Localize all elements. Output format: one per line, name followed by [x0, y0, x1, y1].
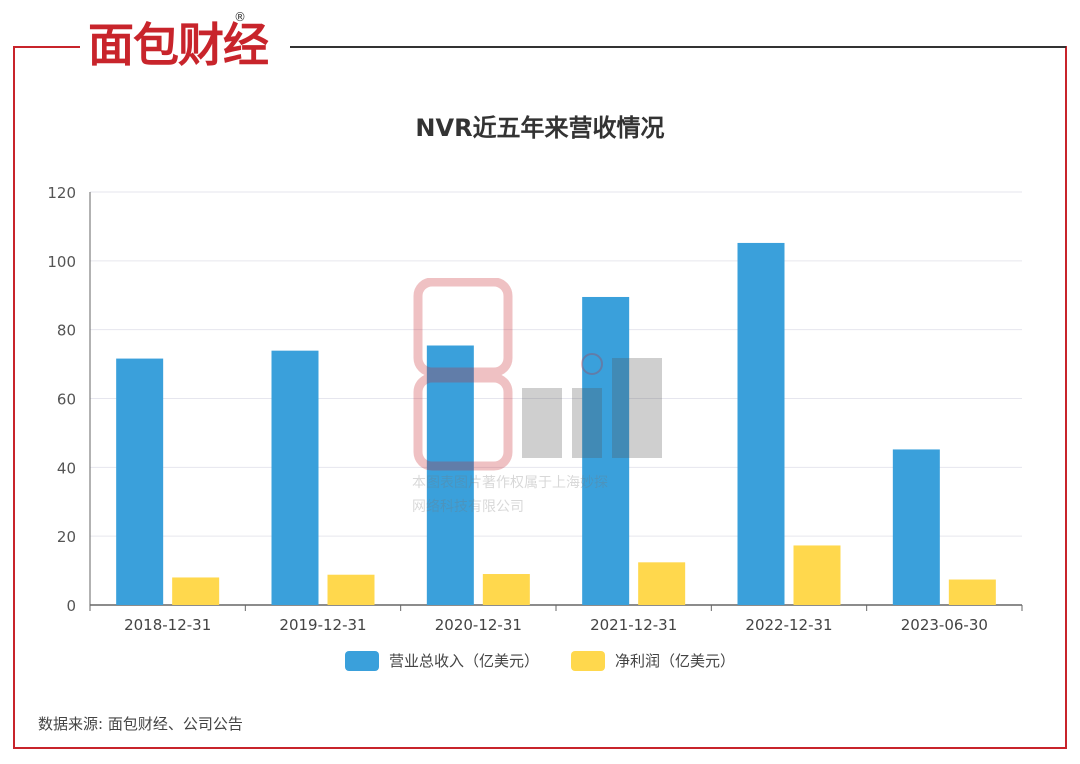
bar-profit	[327, 574, 375, 605]
y-tick-label: 60	[57, 391, 76, 409]
y-tick-label: 120	[47, 184, 76, 202]
x-tick-label: 2021-12-31	[590, 616, 677, 634]
legend-item-revenue[interactable]: 营业总收入（亿美元）	[344, 650, 539, 671]
brand-logo: 面包财经 ®	[80, 10, 276, 78]
bar-profit	[948, 579, 996, 605]
chart-title: NVR近五年来营收情况	[415, 114, 665, 142]
bar-revenue	[582, 296, 630, 605]
x-tick-label: 2023-06-30	[901, 616, 988, 634]
y-tick-label: 20	[57, 528, 76, 546]
x-tick-label: 2020-12-31	[435, 616, 522, 634]
bar-revenue	[737, 242, 785, 606]
bar-profit	[482, 574, 530, 605]
x-tick-label: 2022-12-31	[745, 616, 832, 634]
bar-profit	[172, 577, 220, 605]
bar-revenue	[892, 449, 940, 605]
bar-revenue	[116, 358, 164, 605]
legend-item-profit[interactable]: 净利润（亿美元）	[571, 650, 735, 671]
y-tick-label: 80	[57, 322, 76, 340]
bar-profit	[638, 562, 686, 605]
legend-label-revenue: 营业总收入（亿美元）	[388, 652, 539, 670]
source-note: 数据来源: 面包财经、公司公告	[38, 715, 243, 733]
bar-revenue	[426, 345, 474, 605]
legend-swatch-profit	[571, 650, 605, 671]
bar-revenue	[271, 350, 319, 605]
registered-mark: ®	[234, 10, 246, 24]
x-tick-label: 2019-12-31	[279, 616, 366, 634]
x-tick-label: 2018-12-31	[124, 616, 211, 634]
y-tick-label: 40	[57, 459, 76, 477]
legend-label-profit: 净利润（亿美元）	[615, 652, 736, 670]
brand-logo-text: 面包财经	[88, 18, 269, 72]
bar-profit	[793, 545, 841, 605]
y-tick-label: 100	[47, 253, 76, 271]
legend-swatch-revenue	[344, 650, 379, 671]
chart-legend: 营业总收入（亿美元） 净利润（亿美元）	[0, 650, 1080, 671]
y-tick-label: 0	[66, 597, 76, 615]
